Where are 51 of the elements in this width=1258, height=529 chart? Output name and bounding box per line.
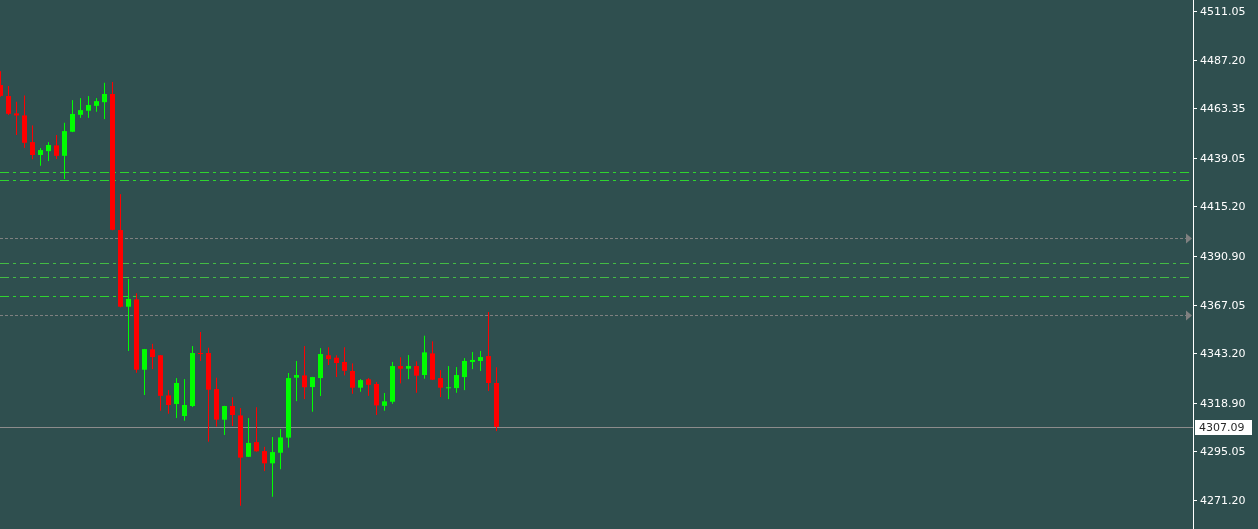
y-tick-label: 4367.05 [1200,299,1246,312]
candlestick [310,376,315,413]
candlestick [150,343,155,370]
y-tick-label: 4295.05 [1200,445,1246,458]
candlestick [102,82,107,120]
candlestick [350,362,355,395]
candlestick [302,345,307,400]
candlestick [254,406,259,453]
candlestick [398,356,403,384]
candlestick [438,369,443,398]
candlestick [166,389,171,415]
candlestick [230,396,235,427]
candlestick [14,101,19,136]
candlestick [262,446,267,472]
candlestick [462,357,467,391]
candlestick [246,417,251,458]
y-tick-label: 4318.90 [1200,397,1246,410]
y-tick-label: 4343.20 [1200,347,1246,360]
candlestick [294,360,299,402]
candlestick [30,124,35,160]
y-tick-label: 4487.20 [1200,54,1246,67]
candlestick [374,381,379,416]
y-tick-label: 4511.05 [1200,5,1246,18]
candlestick [222,405,227,436]
candlestick [6,85,11,116]
candlestick [342,346,347,376]
candlestick [86,95,91,119]
candlestick [46,141,51,162]
ref-line-label: 4307.09 [1199,421,1245,434]
candlestick [406,354,411,380]
y-tick-label: 4463.35 [1200,102,1246,115]
candlestick [446,365,451,400]
candlestick [422,335,427,380]
candlestick [198,331,203,362]
candlestick [142,348,147,396]
candlestick [414,360,419,394]
candlestick [54,134,59,160]
y-tick-label: 4390.90 [1200,250,1246,263]
y-tick-label: 4271.20 [1200,494,1246,507]
candlestick [278,428,283,470]
candlestick [78,97,83,119]
candlestick [478,350,483,372]
candlestick [270,436,275,498]
candlestick [182,378,187,422]
candlestick [454,366,459,394]
y-tick-label: 4415.20 [1200,200,1246,213]
candlestick [174,377,179,419]
y-tick-label: 4439.05 [1200,152,1246,165]
candlestick [334,354,339,378]
candlestick [126,278,131,352]
candlestick [70,99,75,133]
